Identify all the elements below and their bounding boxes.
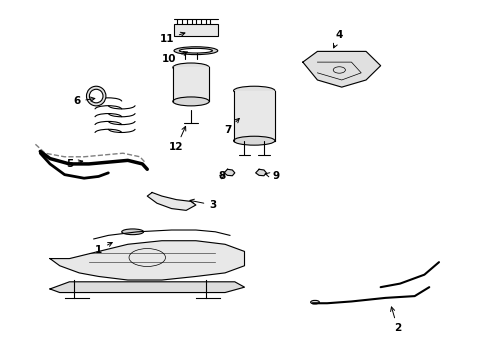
Text: 6: 6 — [73, 96, 95, 107]
Ellipse shape — [172, 97, 209, 106]
Text: 10: 10 — [162, 51, 187, 64]
Polygon shape — [255, 169, 266, 176]
Text: 12: 12 — [169, 126, 185, 152]
Bar — [174, 23, 217, 36]
Text: 5: 5 — [66, 159, 82, 169]
Polygon shape — [50, 241, 244, 280]
Polygon shape — [147, 193, 196, 210]
Text: 11: 11 — [159, 32, 184, 44]
Ellipse shape — [233, 86, 274, 95]
Ellipse shape — [172, 63, 209, 72]
Text: 1: 1 — [95, 243, 112, 255]
Ellipse shape — [179, 48, 212, 53]
Ellipse shape — [89, 89, 103, 103]
Polygon shape — [50, 282, 244, 293]
Text: 9: 9 — [264, 171, 279, 181]
Ellipse shape — [233, 136, 274, 145]
Polygon shape — [224, 169, 234, 176]
Ellipse shape — [86, 86, 106, 106]
Polygon shape — [302, 51, 380, 87]
Ellipse shape — [122, 229, 143, 235]
Polygon shape — [172, 67, 209, 102]
Ellipse shape — [310, 300, 319, 304]
Text: 4: 4 — [333, 30, 342, 48]
Ellipse shape — [174, 47, 217, 55]
Polygon shape — [233, 91, 274, 141]
Text: 2: 2 — [390, 307, 401, 333]
Text: 8: 8 — [218, 171, 225, 181]
Text: 3: 3 — [189, 199, 216, 210]
Text: 7: 7 — [224, 118, 239, 135]
